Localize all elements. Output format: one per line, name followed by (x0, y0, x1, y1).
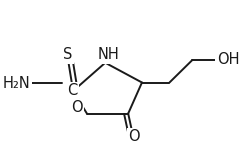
Text: H₂N: H₂N (3, 76, 31, 91)
Text: O: O (71, 100, 82, 115)
Text: S: S (63, 47, 72, 62)
Text: OH: OH (217, 52, 239, 67)
Text: C: C (67, 84, 77, 98)
Text: O: O (128, 129, 140, 144)
Text: NH: NH (98, 47, 120, 62)
